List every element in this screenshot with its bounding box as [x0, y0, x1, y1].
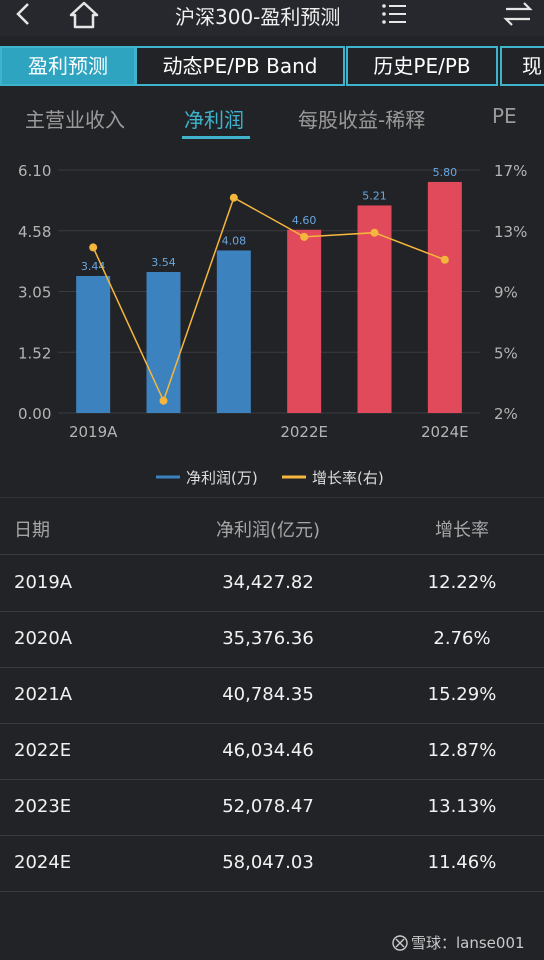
bar-data-label: 5.80	[433, 166, 458, 179]
snowball-logo-icon	[392, 935, 408, 951]
list-icon[interactable]	[380, 2, 408, 26]
watermark: 雪球：lanse001	[392, 932, 525, 953]
cell-growth-rate: 12.87%	[427, 740, 497, 761]
growth-rate-point	[89, 243, 98, 252]
cell-net-profit: 46,034.46	[222, 740, 314, 761]
tab-pe[interactable]: PE	[492, 104, 517, 128]
tab-eps-diluted[interactable]: 每股收益-稀释	[298, 108, 426, 132]
growth-rate-point	[300, 232, 309, 241]
growth-rate-point	[229, 193, 238, 202]
bar-data-label: 4.60	[292, 214, 317, 227]
bar	[357, 205, 392, 413]
bar	[216, 250, 251, 413]
growth-rate-point	[440, 255, 449, 264]
cell-net-profit: 52,078.47	[222, 796, 314, 817]
right-axis-tick: 13%	[494, 223, 527, 241]
cell-date: 2024E	[14, 852, 72, 873]
cell-date: 2020A	[14, 628, 73, 649]
right-axis-tick: 17%	[494, 162, 527, 180]
tab-revenue[interactable]: 主营业收入	[25, 108, 125, 132]
cell-net-profit: 40,784.35	[222, 684, 314, 705]
growth-rate-point	[370, 228, 379, 237]
chart-divider	[0, 497, 544, 498]
table-row[interactable]: 2021A 40,784.35 15.29%	[0, 667, 544, 724]
table-row[interactable]: 2023E 52,078.47 13.13%	[0, 779, 544, 836]
bar-data-label: 4.08	[222, 234, 247, 247]
top-bar: 沪深300-盈利预测	[0, 0, 544, 36]
cell-growth-rate: 15.29%	[427, 684, 497, 705]
bar	[76, 275, 111, 413]
right-axis-tick: 5%	[494, 344, 518, 362]
home-icon[interactable]	[68, 0, 100, 30]
page-title: 沪深300-盈利预测	[175, 5, 341, 29]
x-axis-tick: 2019A	[69, 423, 118, 441]
cell-net-profit: 35,376.36	[222, 628, 314, 649]
header-net-profit: 净利润(亿元)	[215, 520, 321, 541]
x-axis-tick: 2022E	[280, 423, 328, 441]
cell-growth-rate: 2.76%	[433, 628, 491, 649]
left-axis-tick: 3.05	[18, 284, 51, 302]
table-row[interactable]: 2022E 46,034.46 12.87%	[0, 723, 544, 780]
watermark-text: 雪球：lanse001	[411, 934, 525, 952]
cell-net-profit: 34,427.82	[222, 572, 314, 593]
x-axis-tick: 2024E	[421, 423, 469, 441]
left-axis-tick: 1.52	[18, 344, 51, 362]
tab-pe-pb-band[interactable]: 动态PE/PB Band	[135, 46, 345, 86]
bar-data-label: 3.44	[81, 260, 106, 273]
bar-data-label: 5.21	[362, 189, 387, 202]
legend-label-net-profit: 净利润(万)	[186, 469, 258, 487]
table-header: 日期 净利润(亿元) 增长率	[0, 500, 544, 555]
tab-earnings-forecast[interactable]: 盈利预测	[0, 46, 136, 86]
tab-historical-pe-pb[interactable]: 历史PE/PB	[346, 46, 498, 86]
bar	[287, 229, 322, 413]
table-row[interactable]: 2024E 58,047.03 11.46%	[0, 835, 544, 892]
bar	[427, 181, 462, 413]
header-growth-rate: 增长率	[435, 520, 489, 541]
cell-date: 2019A	[14, 572, 73, 593]
left-axis-tick: 0.00	[18, 405, 51, 423]
swap-icon[interactable]	[502, 0, 534, 30]
right-axis-tick: 9%	[494, 284, 518, 302]
tab-net-profit[interactable]: 净利润	[184, 108, 244, 132]
table-row[interactable]: 2019A 34,427.82 12.22%	[0, 555, 544, 612]
cell-growth-rate: 11.46%	[427, 852, 497, 873]
cell-date: 2023E	[14, 796, 72, 817]
back-arrow-icon[interactable]	[8, 0, 38, 30]
cell-date: 2021A	[14, 684, 73, 705]
secondary-tab-bar: 主营业收入 净利润 每股收益-稀释 PE	[0, 96, 544, 144]
left-axis-tick: 6.10	[18, 162, 51, 180]
left-axis-tick: 4.58	[18, 223, 51, 241]
header-date: 日期	[14, 520, 50, 541]
cell-growth-rate: 13.13%	[427, 796, 497, 817]
table-row[interactable]: 2020A 35,376.36 2.76%	[0, 611, 544, 668]
bar-data-label: 3.54	[151, 256, 176, 269]
cell-date: 2022E	[14, 740, 72, 761]
cell-growth-rate: 12.22%	[427, 572, 497, 593]
growth-rate-point	[159, 396, 168, 405]
cell-net-profit: 58,047.03	[222, 852, 314, 873]
tab-more[interactable]: 现	[500, 46, 544, 86]
right-axis-tick: 2%	[494, 405, 518, 423]
bar	[146, 271, 181, 413]
active-tab-underline	[182, 136, 250, 139]
primary-tab-bar: 盈利预测 动态PE/PB Band 历史PE/PB 现	[0, 46, 544, 88]
growth-rate-line	[92, 196, 446, 403]
net-profit-chart: 6.10 17% 4.58 13% 3.05 9% 1.52 5% 0.00 2% 3.44 2019…	[18, 162, 527, 487]
legend-label-growth-rate: 增长率(右)	[312, 469, 384, 487]
